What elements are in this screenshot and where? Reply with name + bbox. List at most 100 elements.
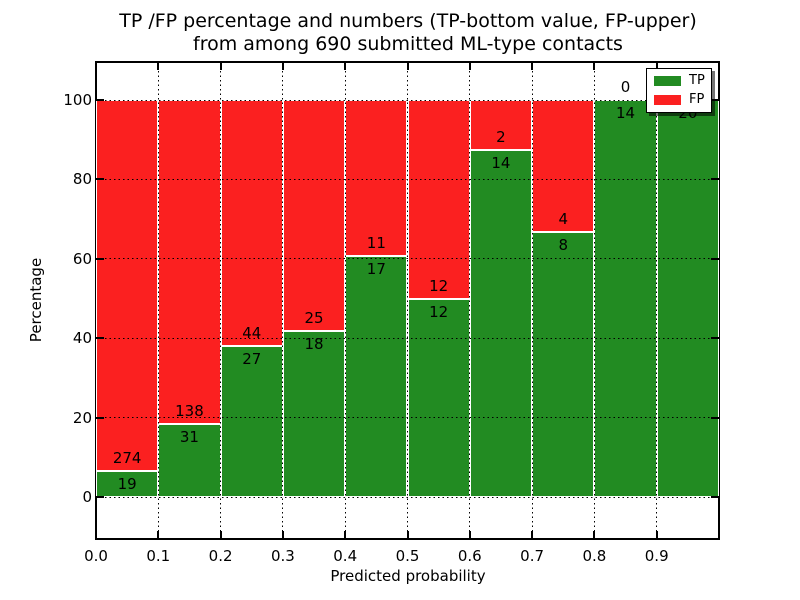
y-tick-label-80: 80 [72,170,92,189]
x-tick-mark-top-1 [157,62,160,70]
x-tick-label-0.1: 0.1 [146,547,171,565]
gridline-v-2 [220,62,222,539]
gridline-v-9 [656,62,658,539]
legend-entry-fp: FP [654,93,704,107]
bar-segment-tp-5 [407,298,470,497]
chart-title: TP /FP percentage and numbers (TP-bottom… [119,10,697,56]
x-tick-mark-top-8 [593,62,596,70]
gridline-v-1 [157,62,159,539]
legend: TP FP [646,68,712,113]
gridline-h-100 [96,99,719,101]
x-tick-mark-bottom-8 [593,531,596,539]
bar-count-tp-4: 17 [366,259,386,278]
legend-swatch-fp [654,95,681,105]
bar-segment-fp-6 [469,100,533,150]
gridline-h-80 [96,178,719,180]
gridline-h-40 [96,337,719,339]
y-tick-mark-left-80 [96,178,104,181]
y-tick-mark-right-40 [711,337,719,340]
x-tick-mark-top-9 [655,62,658,70]
bar-segment-tp-8 [594,100,657,497]
x-tick-mark-bottom-2 [219,531,222,539]
x-tick-mark-bottom-6 [468,531,471,539]
y-tick-mark-right-80 [711,178,719,181]
y-tick-label-40: 40 [72,329,92,348]
gridline-v-8 [593,62,595,539]
x-tick-mark-top-4 [344,62,347,70]
bar-count-tp-5: 12 [429,302,449,321]
x-tick-mark-bottom-7 [531,531,534,539]
x-tick-mark-top-3 [281,62,284,70]
bar-count-fp-0: 274 [112,449,142,468]
bar-count-tp-2: 27 [242,350,262,369]
x-tick-label-0.2: 0.2 [208,547,233,565]
bar-count-fp-2: 44 [242,324,262,343]
chart-title-line1: TP /FP percentage and numbers (TP-bottom… [119,10,697,32]
y-tick-mark-left-100 [96,99,104,101]
y-tick-mark-left-0 [96,496,104,498]
x-tick-label-0.8: 0.8 [582,547,607,565]
x-tick-mark-bottom-9 [655,531,658,539]
legend-label-fp: FP [689,92,705,107]
x-tick-label-0.9: 0.9 [644,547,669,565]
bar-count-tp-1: 31 [179,428,199,447]
bar-count-fp-3: 25 [304,308,324,327]
y-tick-mark-right-60 [711,257,719,260]
legend-entry-tp: TP [654,73,705,88]
x-tick-label-0.0: 0.0 [84,547,108,565]
x-tick-mark-bottom-3 [281,531,284,539]
y-tick-mark-right-100 [711,99,719,101]
y-tick-mark-right-20 [711,416,719,419]
gridline-v-6 [469,62,471,539]
x-axis-label: Predicted probability [330,567,486,585]
gridline-v-5 [407,62,408,539]
x-tick-mark-bottom-4 [344,531,347,539]
x-tick-label-0.5: 0.5 [395,547,420,565]
legend-swatch-tp [654,76,681,86]
bar-count-fp-7: 4 [558,210,569,229]
x-tick-mark-top-7 [531,62,534,70]
y-tick-label-20: 20 [72,408,92,427]
bar-segment-fp-2 [220,100,283,347]
bar-segment-fp-7 [532,100,595,233]
x-tick-label-0.3: 0.3 [270,547,295,565]
x-tick-mark-top-2 [219,62,222,70]
bar-count-tp-3: 18 [304,334,324,353]
y-tick-label-60: 60 [72,249,92,268]
bar-count-tp-6: 14 [491,153,511,172]
x-tick-mark-bottom-5 [406,531,409,539]
gridline-v-3 [282,62,284,539]
bar-segment-fp-4 [345,100,408,256]
bar-segment-tp-1 [158,424,221,497]
bar-segment-fp-5 [407,100,470,299]
y-tick-mark-left-20 [96,416,104,419]
bar-segment-tp-2 [220,346,283,497]
bar-count-fp-5: 12 [429,276,449,295]
x-tick-mark-top-0 [95,62,97,70]
y-tick-label-100: 100 [63,91,92,109]
y-tick-mark-left-40 [96,337,104,340]
x-tick-label-0.4: 0.4 [333,547,358,565]
y-tick-mark-left-60 [96,257,104,260]
bar-segment-tp-9 [656,100,719,497]
gridline-v-4 [344,62,346,539]
bar-count-tp-7: 8 [558,236,569,255]
gridline-h-20 [96,417,719,419]
y-tick-mark-right-0 [711,496,719,498]
bar-segment-tp-4 [345,255,408,497]
bar-segment-fp-1 [158,100,221,425]
x-tick-label-0.6: 0.6 [457,547,482,565]
x-tick-mark-top-6 [468,62,471,70]
bar-count-tp-0: 19 [117,475,137,494]
x-tick-label-0.7: 0.7 [520,547,545,565]
legend-label-tp: TP [689,73,705,88]
gridline-h-0 [96,496,719,498]
bar-segment-tp-0 [96,471,159,497]
bar-segment-tp-3 [282,330,346,497]
bar-count-fp-4: 11 [366,233,386,252]
bar-count-tp-8: 14 [616,104,636,122]
bar-segment-tp-6 [469,149,533,497]
bar-count-fp-1: 138 [175,402,204,421]
gridline-v-7 [531,62,533,539]
